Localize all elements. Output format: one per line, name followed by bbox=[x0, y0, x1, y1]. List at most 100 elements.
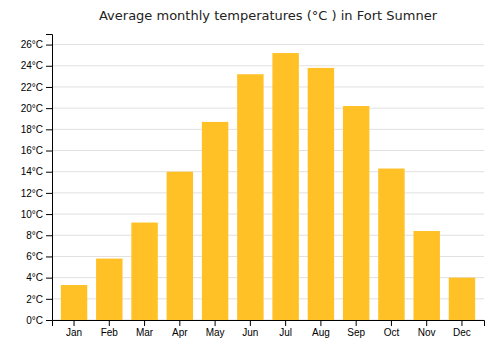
y-tick: 20°C bbox=[21, 103, 52, 114]
y-tick-mark bbox=[46, 172, 52, 173]
y-tick-mark bbox=[46, 256, 52, 257]
plot: 0°C 2°C 4°C 6°C 8°C 10°C 12°C 14°C 16°C 18°C 20°C 2… bbox=[21, 35, 485, 339]
x-tick: Jan bbox=[66, 320, 82, 338]
x-tick-mark bbox=[426, 320, 427, 326]
bar bbox=[131, 223, 157, 320]
y-tick-mark bbox=[46, 87, 52, 88]
x-tick-mark bbox=[285, 320, 286, 326]
x-tick-label: Feb bbox=[101, 327, 119, 338]
y-tick-mark bbox=[46, 214, 52, 215]
y-tick-label: 10°C bbox=[21, 209, 43, 220]
y-tick-mark bbox=[46, 193, 52, 194]
y-axis: 0°C 2°C 4°C 6°C 8°C 10°C 12°C 14°C 16°C 18°C 20°C 2… bbox=[21, 35, 53, 326]
y-tick-mark bbox=[46, 299, 52, 300]
x-tick-mark bbox=[461, 320, 462, 326]
x-tick: Aug bbox=[312, 320, 330, 338]
x-tick: Jun bbox=[242, 320, 258, 338]
x-tick-mark bbox=[356, 320, 357, 326]
x-tick: May bbox=[206, 320, 225, 338]
y-tick: 26°C bbox=[21, 39, 52, 50]
x-tick-label: Aug bbox=[312, 327, 330, 338]
x-tick-label: Oct bbox=[384, 327, 400, 338]
x-tick-label: Apr bbox=[172, 327, 188, 338]
x-tick-mark bbox=[144, 320, 145, 326]
y-tick: 24°C bbox=[21, 60, 52, 71]
grid-line bbox=[52, 108, 484, 109]
x-tick-mark bbox=[320, 320, 321, 326]
grid-line bbox=[52, 192, 484, 193]
y-tick-mark bbox=[46, 151, 52, 152]
y-tick-label: 4°C bbox=[26, 272, 43, 283]
y-tick: 12°C bbox=[21, 188, 52, 199]
bar bbox=[202, 122, 228, 320]
y-tick: 16°C bbox=[21, 145, 52, 156]
y-tick-label: 26°C bbox=[21, 39, 43, 50]
y-tick-mark bbox=[46, 320, 52, 321]
y-tick: 4°C bbox=[26, 272, 52, 283]
x-tick-label: Dec bbox=[453, 327, 471, 338]
y-tick: 22°C bbox=[21, 82, 52, 93]
grid-line bbox=[52, 214, 484, 215]
y-tick-label: 6°C bbox=[26, 251, 43, 262]
y-tick-mark bbox=[46, 129, 52, 130]
y-tick-label: 12°C bbox=[21, 188, 43, 199]
bar bbox=[308, 68, 334, 320]
bars bbox=[61, 53, 475, 320]
x-tick-label: Jun bbox=[242, 327, 258, 338]
x-tick: Mar bbox=[136, 320, 154, 338]
grid-line bbox=[52, 44, 484, 45]
bar bbox=[343, 106, 369, 320]
bar bbox=[96, 259, 122, 320]
x-tick: Nov bbox=[418, 320, 436, 338]
x-tick: Sep bbox=[347, 320, 365, 338]
y-tick-label: 0°C bbox=[26, 315, 43, 326]
x-tick-mark bbox=[215, 320, 216, 326]
y-tick-label: 18°C bbox=[21, 124, 43, 135]
x-tick-mark bbox=[179, 320, 180, 326]
y-tick-label: 14°C bbox=[21, 166, 43, 177]
bar bbox=[449, 278, 475, 320]
grid-line bbox=[52, 86, 484, 87]
grid bbox=[52, 45, 484, 320]
x-tick-label: Sep bbox=[347, 327, 365, 338]
y-tick-label: 2°C bbox=[26, 294, 43, 305]
bar bbox=[272, 53, 298, 320]
x-tick-mark bbox=[391, 320, 392, 326]
grid-line bbox=[52, 129, 484, 130]
x-tick-label: Jan bbox=[66, 327, 82, 338]
y-tick-mark bbox=[46, 235, 52, 236]
y-tick: 10°C bbox=[21, 209, 52, 220]
x-tick: Dec bbox=[453, 320, 471, 338]
x-tick-label: Nov bbox=[418, 327, 436, 338]
x-tick-label: Jul bbox=[279, 327, 292, 338]
y-tick: 8°C bbox=[26, 230, 52, 241]
x-tick-label: Mar bbox=[136, 327, 154, 338]
x-axis: Jan Feb Mar Apr May Jun Jul Aug Sep Oct Nov Dec bbox=[53, 320, 485, 338]
y-tick-label: 24°C bbox=[21, 60, 43, 71]
x-axis-line bbox=[53, 321, 485, 327]
bar bbox=[413, 231, 439, 320]
y-tick: 0°C bbox=[26, 315, 52, 326]
x-tick: Apr bbox=[172, 320, 188, 338]
y-tick: 2°C bbox=[26, 294, 52, 305]
bar bbox=[167, 172, 193, 320]
x-tick-mark bbox=[74, 320, 75, 326]
y-tick-label: 22°C bbox=[21, 82, 43, 93]
y-tick: 14°C bbox=[21, 166, 52, 177]
y-tick: 18°C bbox=[21, 124, 52, 135]
bar bbox=[378, 169, 404, 320]
y-tick-label: 8°C bbox=[26, 230, 43, 241]
x-tick: Oct bbox=[384, 320, 400, 338]
chart: 0°C 2°C 4°C 6°C 8°C 10°C 12°C 14°C 16°C 18°C 20°C 2… bbox=[0, 0, 500, 350]
x-tick-mark bbox=[250, 320, 251, 326]
y-tick-label: 16°C bbox=[21, 145, 43, 156]
grid-line bbox=[52, 65, 484, 66]
grid-line bbox=[52, 150, 484, 151]
x-tick-label: May bbox=[206, 327, 225, 338]
bar bbox=[237, 74, 263, 320]
x-tick-mark bbox=[109, 320, 110, 326]
y-tick: 6°C bbox=[26, 251, 52, 262]
grid-line bbox=[52, 171, 484, 172]
y-tick-mark bbox=[46, 108, 52, 109]
y-tick-mark bbox=[46, 278, 52, 279]
